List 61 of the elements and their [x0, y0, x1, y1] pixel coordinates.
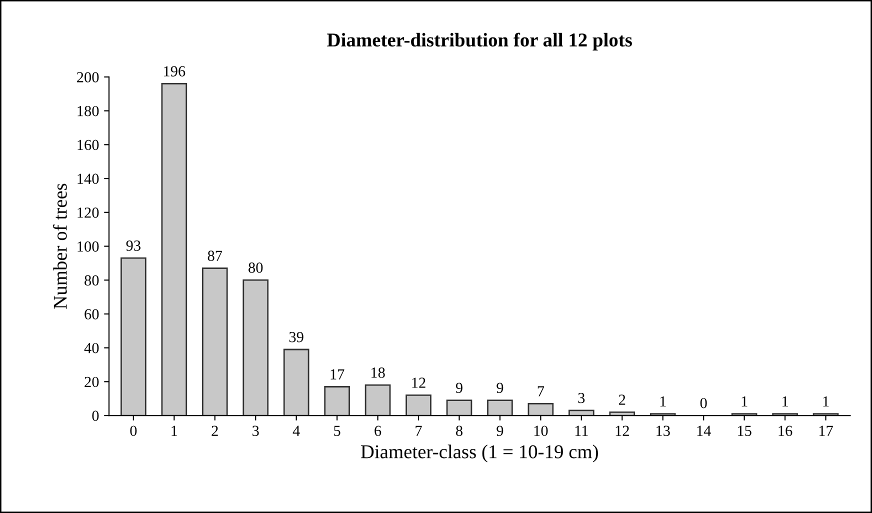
bar — [283, 348, 310, 416]
y-tick-label: 200 — [77, 72, 99, 82]
x-tick-label: 5 — [334, 426, 340, 436]
x-tick-label: 17 — [819, 426, 833, 436]
x-tick-label: 16 — [778, 426, 792, 436]
data-label: 196 — [164, 66, 186, 76]
data-label: 17 — [330, 369, 344, 380]
bar — [242, 279, 269, 416]
data-label: 1 — [660, 396, 666, 406]
y-tick-label: 180 — [78, 106, 99, 116]
data-label: 93 — [126, 240, 140, 251]
data-label: 1 — [823, 396, 829, 406]
x-tick-label: 14 — [697, 426, 711, 436]
data-label: 0 — [700, 398, 707, 408]
x-tick-label: 2 — [212, 426, 218, 436]
x-tick-label: 1 — [172, 426, 178, 436]
bar — [446, 400, 472, 416]
x-tick-label: 13 — [656, 426, 670, 436]
y-axis-title: Number of trees — [52, 184, 67, 309]
data-label: 3 — [578, 392, 585, 404]
bar — [528, 402, 554, 416]
x-axis-title: Diameter-class (1 = 10-19 cm) — [360, 444, 598, 462]
x-tick-label: 0 — [130, 426, 137, 436]
chart-title: Diameter-distribution for all 12 plots — [327, 32, 632, 51]
y-tick-label: 60 — [84, 309, 99, 320]
y-tick-label: 100 — [78, 241, 99, 252]
x-tick-label: 11 — [575, 426, 588, 436]
y-tick-label: 40 — [84, 342, 99, 354]
x-tick-label: 6 — [374, 426, 382, 436]
bar — [364, 384, 391, 416]
bar — [406, 394, 432, 416]
x-tick-label: 12 — [616, 426, 629, 436]
data-label: 2 — [618, 394, 626, 405]
y-tick-label: 140 — [78, 174, 99, 184]
x-tick-label: 9 — [496, 426, 504, 436]
data-label: 9 — [496, 382, 504, 394]
data-label: 18 — [371, 367, 385, 378]
x-tick-label: 7 — [416, 426, 422, 436]
x-tick-label: 3 — [252, 426, 259, 436]
y-tick-label: 120 — [78, 208, 99, 218]
bar — [487, 400, 513, 416]
data-label: 80 — [248, 262, 263, 273]
data-label: 87 — [208, 250, 222, 261]
data-label: 1 — [742, 396, 748, 406]
bar — [120, 257, 146, 416]
x-tick-label: 10 — [534, 426, 548, 436]
y-tick-label: 80 — [84, 275, 99, 286]
y-tick-label: 0 — [92, 410, 99, 421]
x-tick-label: 8 — [456, 426, 462, 436]
bar — [324, 386, 350, 416]
data-label: 9 — [456, 382, 462, 394]
x-tick-label: 15 — [738, 426, 752, 436]
bar — [202, 268, 228, 416]
data-label: 7 — [538, 386, 544, 396]
data-label: 12 — [412, 378, 426, 388]
bar — [161, 83, 188, 416]
data-label: 39 — [289, 332, 304, 342]
x-tick-label: 4 — [292, 426, 300, 436]
y-tick-label: 20 — [84, 376, 99, 388]
data-label: 1 — [782, 396, 788, 406]
y-tick-label: 160 — [78, 140, 99, 150]
